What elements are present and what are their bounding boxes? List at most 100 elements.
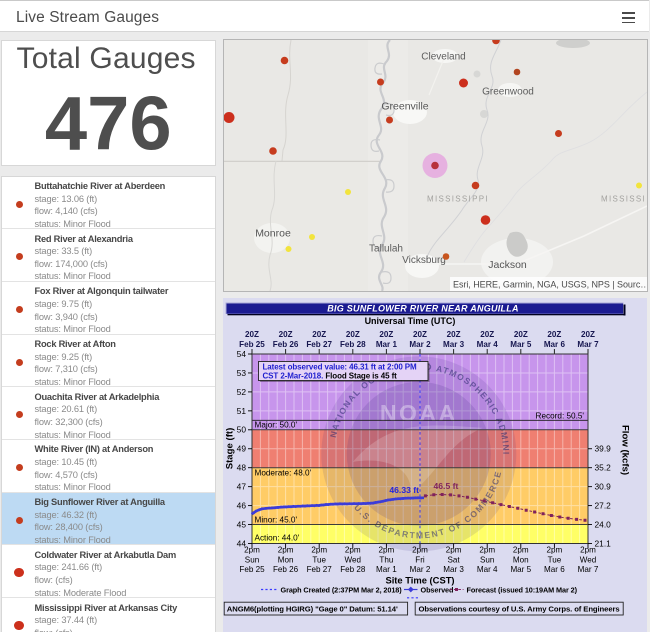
svg-text:Greenwood: Greenwood — [482, 87, 534, 98]
svg-text:Forecast (issued 10:19AM Mar 2: Forecast (issued 10:19AM Mar 2) — [466, 586, 577, 595]
svg-text:CST 2-Mar-2018. Flood Stage i: CST 2-Mar-2018. Flood Stage is 45 ft — [262, 371, 397, 380]
svg-text:52: 52 — [236, 387, 246, 397]
svg-text:Mar 4: Mar 4 — [476, 340, 498, 349]
svg-text:Fri: Fri — [415, 555, 425, 564]
svg-text:2pm: 2pm — [311, 546, 327, 555]
svg-text:Mon: Mon — [512, 555, 528, 564]
svg-text:47: 47 — [236, 482, 246, 492]
svg-text:20Z: 20Z — [446, 330, 460, 339]
svg-text:Latest observed value: 46.31: Latest observed value: 46.31 ft at 2:00 … — [262, 363, 417, 372]
svg-text:20Z: 20Z — [312, 330, 326, 339]
svg-text:2pm: 2pm — [412, 546, 428, 555]
svg-text:BIG SUNFLOWER RIVER NEAR ANGUI: BIG SUNFLOWER RIVER NEAR ANGUILLA — [327, 304, 518, 314]
svg-text:2pm: 2pm — [378, 546, 394, 555]
svg-text:21.1: 21.1 — [594, 538, 611, 548]
svg-text:20Z: 20Z — [278, 330, 292, 339]
svg-text:Stage (ft): Stage (ft) — [224, 428, 235, 470]
svg-text:Feb 27: Feb 27 — [306, 340, 332, 349]
svg-text:Tue: Tue — [547, 555, 561, 564]
svg-text:Vicksburg: Vicksburg — [402, 255, 446, 266]
svg-text:Feb 25: Feb 25 — [239, 565, 265, 574]
svg-text:54: 54 — [236, 349, 246, 359]
svg-text:Wed: Wed — [344, 555, 361, 564]
svg-text:Mar 2: Mar 2 — [409, 340, 431, 349]
svg-text:2pm: 2pm — [445, 546, 461, 555]
svg-text:Sat: Sat — [447, 555, 460, 564]
svg-text:2pm: 2pm — [244, 546, 260, 555]
svg-text:Mar 2: Mar 2 — [409, 565, 430, 574]
svg-text:Feb 26: Feb 26 — [272, 565, 298, 574]
svg-text:2pm: 2pm — [580, 546, 596, 555]
svg-text:Record: 50.5': Record: 50.5' — [535, 411, 584, 420]
svg-text:Flow (kcfs): Flow (kcfs) — [619, 425, 630, 475]
svg-text:Greenville: Greenville — [381, 101, 428, 113]
svg-text:Mar 7: Mar 7 — [577, 565, 598, 574]
svg-text:51: 51 — [236, 406, 246, 416]
svg-text:30.9: 30.9 — [594, 482, 611, 492]
svg-text:NOAA: NOAA — [379, 400, 457, 426]
svg-text:39.9: 39.9 — [594, 444, 611, 454]
svg-text:Feb 27: Feb 27 — [306, 565, 332, 574]
svg-text:Feb 28: Feb 28 — [339, 340, 365, 349]
svg-text:Tue: Tue — [312, 555, 326, 564]
svg-text:Esri, HERE, Garmin, NGA, USGS,: Esri, HERE, Garmin, NGA, USGS, NPS | Sou… — [453, 280, 647, 290]
svg-text:2pm: 2pm — [344, 546, 360, 555]
svg-text:Universal Time (UTC): Universal Time (UTC) — [364, 316, 455, 326]
svg-text:20Z: 20Z — [547, 330, 561, 339]
svg-text:27.2: 27.2 — [594, 501, 611, 511]
svg-text:2pm: 2pm — [512, 546, 528, 555]
svg-text:Mar 3: Mar 3 — [443, 565, 464, 574]
svg-text:Sun: Sun — [479, 555, 493, 564]
svg-text:Jackson: Jackson — [488, 259, 527, 271]
svg-text:20Z: 20Z — [581, 330, 595, 339]
svg-text:Moderate: 48.0': Moderate: 48.0' — [254, 469, 311, 478]
svg-text:Mar 4: Mar 4 — [476, 565, 497, 574]
svg-text:Mar 5: Mar 5 — [510, 565, 531, 574]
svg-text:Thu: Thu — [379, 555, 393, 564]
svg-text:Mar 1: Mar 1 — [375, 340, 397, 349]
svg-text:50: 50 — [236, 425, 246, 435]
svg-text:35.2: 35.2 — [594, 463, 611, 473]
svg-text:Mar 1: Mar 1 — [376, 565, 397, 574]
svg-text:46.5 ft: 46.5 ft — [433, 481, 458, 491]
svg-text:Graph Created (2:37PM Mar 2, 2: Graph Created (2:37PM Mar 2, 2018) — [280, 586, 402, 595]
svg-text:2pm: 2pm — [546, 546, 562, 555]
svg-text:Mar 6: Mar 6 — [543, 340, 565, 349]
svg-text:Site Time (CST): Site Time (CST) — [385, 574, 454, 585]
svg-text:20Z: 20Z — [413, 330, 427, 339]
svg-text:Feb 26: Feb 26 — [272, 340, 298, 349]
svg-text:48: 48 — [236, 463, 246, 473]
svg-text:Observed: Observed — [420, 586, 453, 595]
svg-text:Feb 28: Feb 28 — [340, 565, 366, 574]
svg-text:Tallulah: Tallulah — [369, 244, 403, 255]
svg-text:53: 53 — [236, 368, 246, 378]
svg-text:Mar 3: Mar 3 — [443, 340, 465, 349]
svg-text:49: 49 — [236, 444, 246, 454]
svg-text:Mar 7: Mar 7 — [577, 340, 599, 349]
svg-text:Cleveland: Cleveland — [421, 52, 465, 63]
svg-text:Mar 6: Mar 6 — [544, 565, 565, 574]
svg-text:Monroe: Monroe — [255, 228, 291, 240]
svg-text:20Z: 20Z — [379, 330, 393, 339]
svg-text:2pm: 2pm — [479, 546, 495, 555]
svg-text:Mon: Mon — [277, 555, 293, 564]
svg-text:Major: 50.0': Major: 50.0' — [254, 421, 297, 430]
svg-text:44: 44 — [236, 538, 246, 548]
svg-text:Wed: Wed — [579, 555, 596, 564]
svg-text:2pm: 2pm — [277, 546, 293, 555]
svg-text:20Z: 20Z — [513, 330, 527, 339]
svg-text:20Z: 20Z — [245, 330, 259, 339]
svg-text:Minor: 45.0': Minor: 45.0' — [254, 515, 297, 524]
svg-text:Mar 5: Mar 5 — [510, 340, 532, 349]
svg-text:Action: 44.0': Action: 44.0' — [254, 533, 299, 542]
svg-text:Feb 25: Feb 25 — [239, 340, 265, 349]
svg-text:MISSISSIPPI: MISSISSIPPI — [427, 195, 489, 204]
svg-text:ANGM6(plotting HGIRG) "Gage 0": ANGM6(plotting HGIRG) "Gage 0" Datum: 51… — [226, 604, 397, 613]
svg-text:46.33 ft: 46.33 ft — [389, 485, 419, 495]
svg-text:Observations courtesy of U.S.: Observations courtesy of U.S. Army Corps… — [418, 604, 619, 613]
svg-text:20Z: 20Z — [480, 330, 494, 339]
svg-text:Sun: Sun — [244, 555, 258, 564]
svg-text:24.0: 24.0 — [594, 520, 611, 530]
svg-text:MISSISSI: MISSISSI — [601, 195, 646, 204]
svg-text:46: 46 — [236, 501, 246, 511]
